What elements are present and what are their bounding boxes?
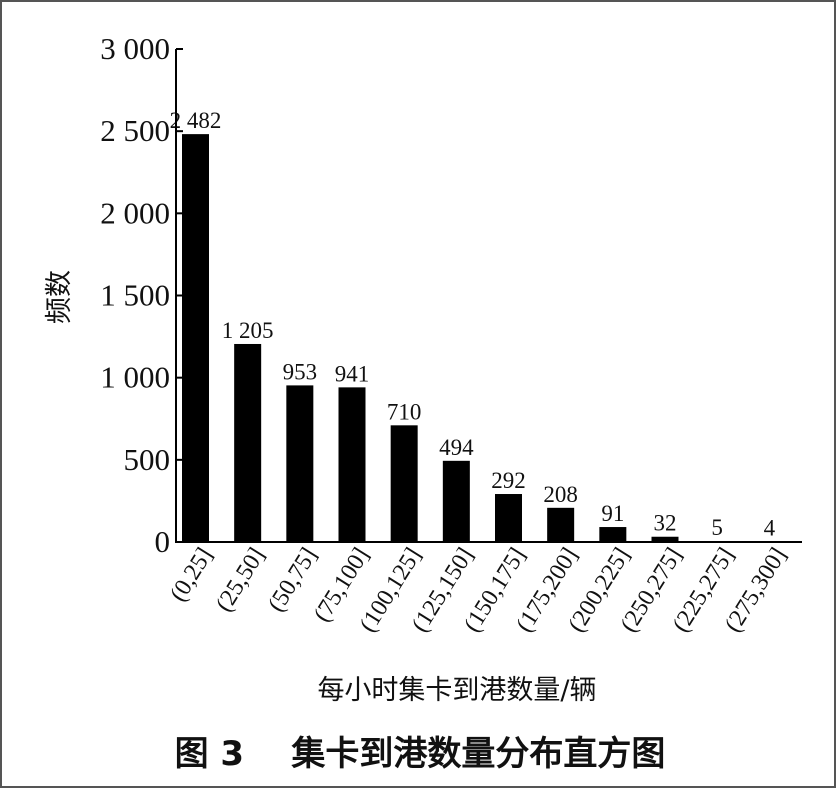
bar-value-label: 2 482: [170, 108, 222, 133]
bars: [182, 134, 783, 543]
y-axis-title: 频数: [44, 270, 75, 324]
x-tick-label: (25,50]: [211, 543, 270, 616]
y-tick-label: 500: [124, 442, 171, 477]
bar-value-label: 710: [387, 399, 422, 424]
bar: [182, 134, 209, 542]
y-tick-label: 1 000: [100, 360, 170, 395]
bar-value-label: 91: [601, 501, 624, 526]
bar: [495, 494, 522, 542]
bar-chart: 0 500 1 000 1 500 2 000 2 500 3 000 2 482 1 205…: [44, 31, 802, 706]
y-tick-label: 2 500: [100, 113, 170, 148]
bar-value-label: 4: [764, 515, 776, 540]
bar: [651, 536, 679, 542]
bar-value-label: 941: [335, 361, 370, 386]
bar: [442, 460, 470, 542]
bar: [286, 385, 314, 542]
y-tick-label: 2 000: [100, 195, 170, 230]
bar: [390, 425, 418, 542]
figure-caption: 图 3 集卡到港数量分布直方图: [174, 734, 666, 774]
bar-value-label: 32: [654, 511, 677, 536]
x-axis-title: 每小时集卡到港数量/辆: [317, 675, 596, 706]
x-tick-label: (0,25]: [165, 543, 218, 606]
bar-value-label: 494: [439, 435, 474, 460]
bar: [234, 343, 262, 542]
bar: [547, 507, 575, 542]
bar-value-label: 953: [283, 359, 318, 384]
bar-value-label: 5: [711, 515, 723, 540]
bar: [599, 527, 627, 542]
y-tick-label: 1 500: [100, 278, 170, 313]
y-axis-ticks: 0 500 1 000 1 500 2 000 2 500 3 000: [100, 31, 183, 559]
bar-value-label: 208: [543, 482, 578, 507]
bar-value-label: 1 205: [222, 318, 274, 343]
y-tick-label: 0: [155, 524, 171, 559]
bar: [338, 387, 366, 542]
x-axis-tick-labels: (0,25](25,50](50,75](75,100](100,125](12…: [165, 543, 792, 636]
bar-value-label: 292: [491, 468, 526, 493]
y-tick-label: 3 000: [100, 31, 170, 66]
data-labels: 2 482 1 205 953 941 710 494 292 208 91 32 5 4: [170, 108, 776, 540]
